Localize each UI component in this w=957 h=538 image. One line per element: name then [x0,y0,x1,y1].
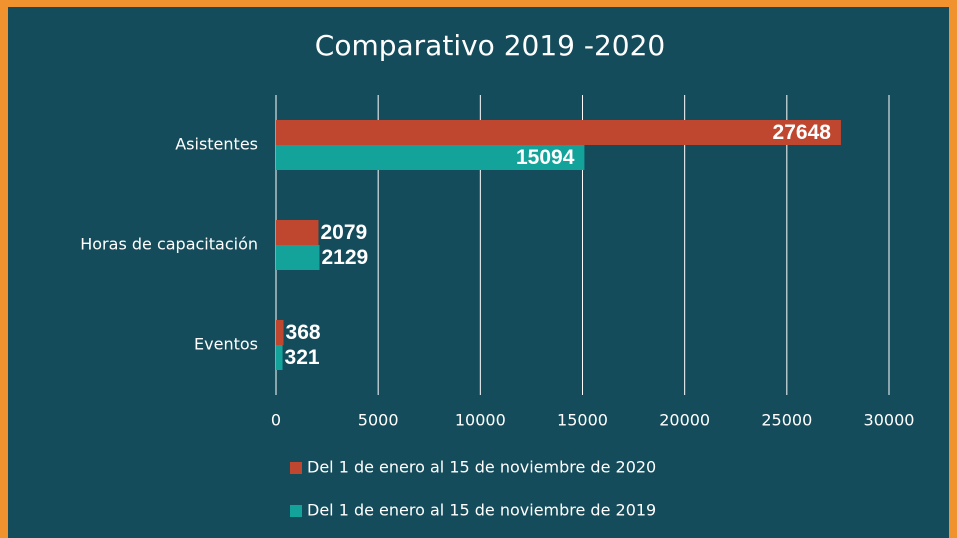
x-tick-label: 30000 [864,411,915,430]
chart-title: Comparativo 2019 -2020 [315,29,665,62]
y-tick-label: Horas de capacitación [80,235,258,254]
legend-swatch [290,462,302,474]
data-label: 321 [285,346,320,369]
y-tick-label: Asistentes [175,135,258,154]
background [8,7,949,538]
x-tick-label: 25000 [761,411,812,430]
x-tick-label: 15000 [557,411,608,430]
bar [276,345,283,370]
bar [276,120,841,145]
bar [276,220,319,245]
data-label: 15094 [516,146,575,169]
x-tick-label: 0 [271,411,281,430]
data-label: 2129 [322,246,369,269]
x-tick-label: 10000 [455,411,506,430]
legend-swatch [290,505,302,517]
legend-label: Del 1 de enero al 15 de noviembre de 201… [307,501,656,520]
x-tick-label: 20000 [659,411,710,430]
x-tick-label: 5000 [358,411,399,430]
bar [276,320,284,345]
data-label: 2079 [320,221,367,244]
bar [276,245,320,270]
data-label: 27648 [773,121,832,144]
legend-label: Del 1 de enero al 15 de noviembre de 202… [307,458,656,477]
y-tick-label: Eventos [194,335,258,354]
data-label: 368 [286,321,321,344]
bar [276,145,585,170]
